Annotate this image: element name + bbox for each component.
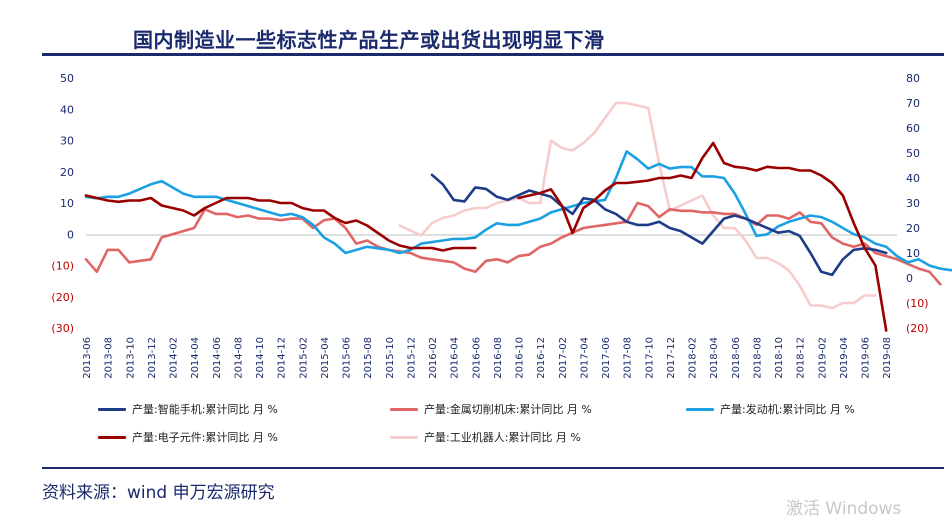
x-axis-tick-label: 2014-04: [190, 337, 201, 379]
left-axis-tick-label: 30: [60, 135, 74, 148]
x-axis-tick-label: 2015-12: [406, 337, 417, 379]
x-axis-tick-label: 2019-06: [861, 337, 872, 379]
legend-swatch: [98, 407, 126, 411]
chart-title: 国内制造业一些标志性产品生产或出货出现明显下滑: [133, 28, 605, 52]
series-line-3-seg1: [517, 141, 888, 332]
source-divider: [42, 467, 944, 469]
x-axis-tick-label: 2014-12: [277, 337, 288, 379]
x-axis-tick-label: 2017-04: [579, 337, 590, 379]
legend-label: 产量:工业机器人:累计同比 月 %: [424, 431, 581, 444]
left-axis-tick-label: (30): [51, 322, 74, 335]
right-axis-tick-label: 80: [906, 72, 920, 85]
legend-item: 产量:电子元件:累计同比 月 %: [98, 429, 278, 445]
legend-swatch: [390, 407, 418, 411]
x-axis-tick-label: 2014-02: [169, 337, 180, 379]
left-axis-tick-label: 0: [67, 228, 74, 241]
x-axis-tick-label: 2014-08: [233, 337, 244, 379]
x-axis-tick-label: 2013-10: [125, 337, 136, 379]
x-axis-tick-label: 2016-04: [450, 337, 461, 379]
windows-watermark: 激活 Windows: [786, 499, 902, 519]
legend-label: 产量:金属切削机床:累计同比 月 %: [424, 403, 592, 416]
right-axis-tick-label: 20: [906, 222, 920, 235]
x-axis-tick-label: 2017-08: [623, 337, 634, 379]
x-axis-tick-label: 2014-06: [212, 337, 223, 379]
x-axis-tick-label: 2015-10: [385, 337, 396, 379]
x-axis-tick-label: 2018-08: [752, 337, 763, 379]
x-axis-tick-label: 2017-10: [644, 337, 655, 379]
left-axis-tick-label: 10: [60, 197, 74, 210]
x-axis-tick-label: 2019-04: [839, 337, 850, 379]
legend-swatch: [686, 407, 714, 411]
series-line-4: [398, 101, 877, 310]
x-axis-tick-label: 2017-12: [666, 337, 677, 379]
legend-item: 产量:智能手机:累计同比 月 %: [98, 401, 278, 417]
x-axis-tick-label: 2017-02: [558, 337, 569, 379]
x-axis-tick-label: 2014-10: [255, 337, 266, 379]
x-axis-tick-label: 2018-06: [731, 337, 742, 379]
x-axis-tick-label: 2018-10: [774, 337, 785, 379]
right-axis-tick-label: 40: [906, 172, 920, 185]
legend-item: 产量:工业机器人:累计同比 月 %: [390, 429, 581, 445]
right-axis-tick-label: 0: [906, 272, 913, 285]
x-axis-tick-label: 2015-08: [363, 337, 374, 379]
x-axis-tick-label: 2016-02: [428, 337, 439, 379]
x-axis-tick-label: 2018-04: [709, 337, 720, 379]
x-axis-tick-label: 2013-08: [104, 337, 115, 379]
left-axis-tick-label: 20: [60, 166, 74, 179]
legend-item: 产量:发动机:累计同比 月 %: [686, 401, 855, 417]
legend-swatch: [98, 435, 126, 439]
x-axis-tick-label: 2015-06: [342, 337, 353, 379]
legend-label: 产量:电子元件:累计同比 月 %: [132, 431, 278, 444]
line-chart: 50 40 30 20 10 0 (10) (20) (30) 80 70 60 50 40 30 20 10 0…: [51, 72, 952, 379]
x-axis-tick-label: 2013-06: [82, 337, 93, 379]
x-axis-tick-label: 2016-06: [471, 337, 482, 379]
left-axis-tick-label: 50: [60, 72, 74, 85]
right-axis-tick-label: (10): [906, 297, 929, 310]
title-divider: [42, 53, 944, 56]
x-axis-tick-label: 2015-04: [320, 337, 331, 379]
x-axis-tick-label: 2013-12: [147, 337, 158, 379]
series-line-3-seg0: [84, 194, 477, 252]
left-axis-tick-label: (20): [51, 291, 74, 304]
x-axis-tick-label: 2016-08: [493, 337, 504, 379]
left-axis-tick-label: 40: [60, 103, 74, 116]
x-axis-tick-label: 2017-06: [601, 337, 612, 379]
x-axis-tick-label: 2016-10: [515, 337, 526, 379]
legend-item: 产量:金属切削机床:累计同比 月 %: [390, 401, 592, 417]
x-axis-tick-label: 2015-02: [298, 337, 309, 379]
right-axis-tick-label: 50: [906, 147, 920, 160]
legend-label: 产量:智能手机:累计同比 月 %: [132, 403, 278, 416]
x-axis-tick-label: 2018-02: [688, 337, 699, 379]
series-line-0: [430, 173, 888, 277]
x-axis-tick-label: 2019-08: [882, 337, 893, 379]
left-axis-tick-label: (10): [51, 260, 74, 273]
right-axis-tick-label: 30: [906, 197, 920, 210]
series-line-2: [84, 150, 952, 272]
x-axis-tick-label: 2016-12: [536, 337, 547, 379]
right-axis-tick-label: 60: [906, 122, 920, 135]
legend-swatch: [390, 435, 418, 439]
legend-label: 产量:发动机:累计同比 月 %: [720, 403, 855, 416]
right-axis-tick-label: (20): [906, 322, 929, 335]
right-axis-tick-label: 70: [906, 97, 920, 110]
source-note: 资料来源：wind 申万宏源研究: [42, 483, 275, 503]
x-axis-tick-label: 2019-02: [817, 337, 828, 379]
x-axis-tick-label: 2018-12: [796, 337, 807, 379]
series-line-1: [84, 201, 942, 286]
right-axis-tick-label: 10: [906, 247, 920, 260]
